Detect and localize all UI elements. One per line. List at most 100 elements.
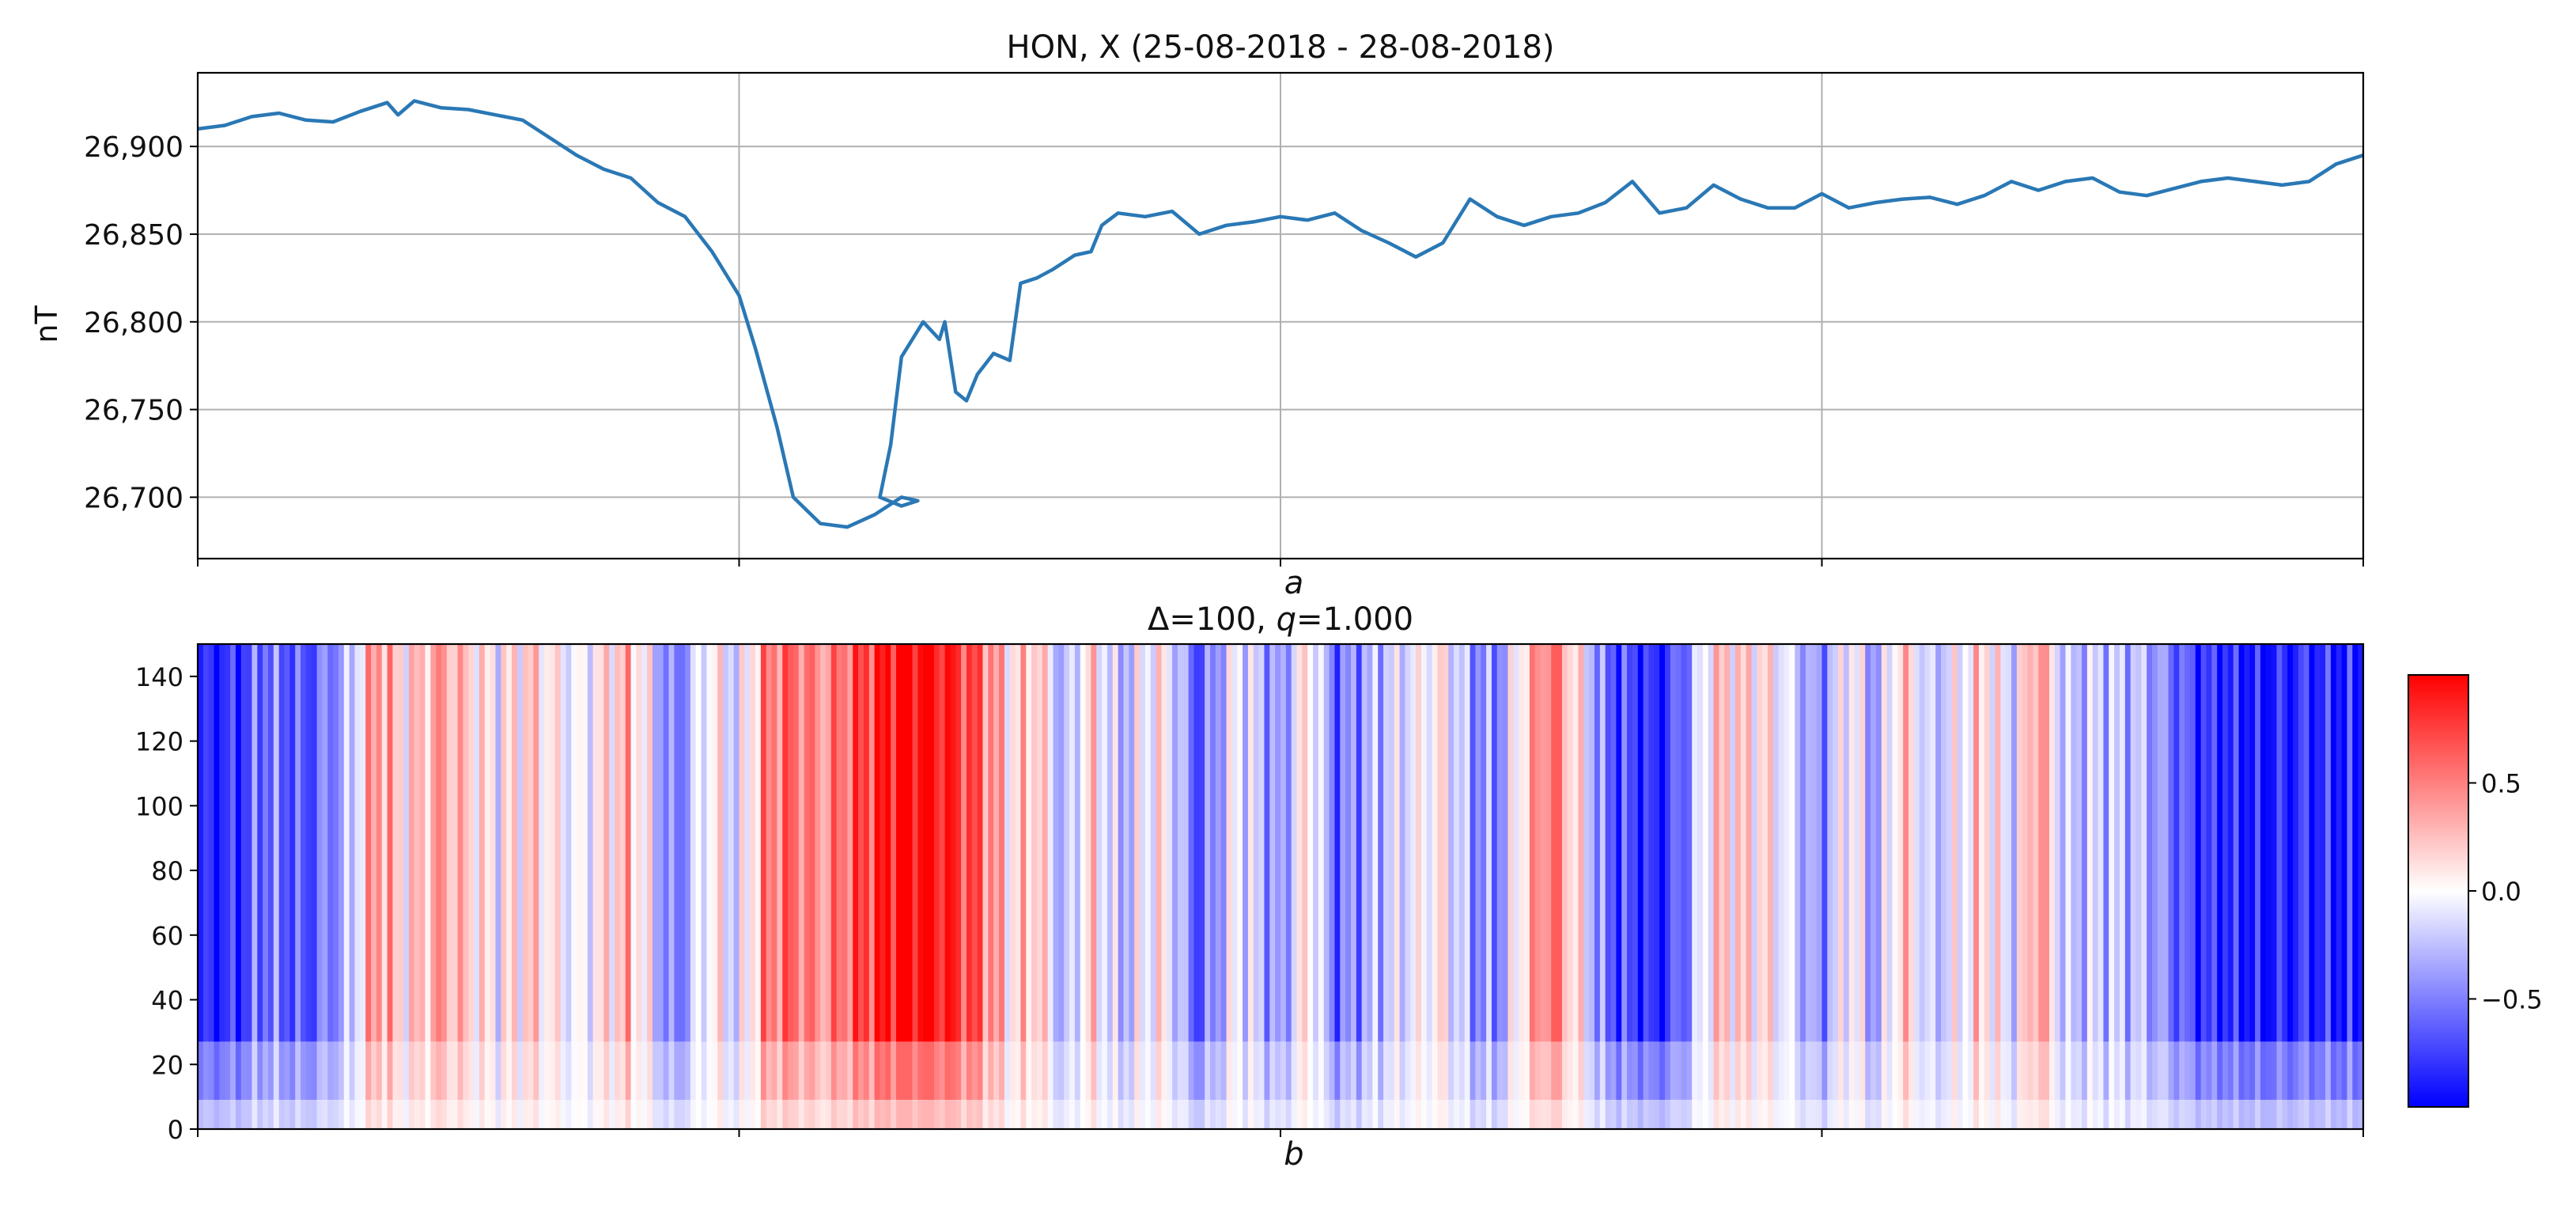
heatmap-column-lower <box>1589 1041 1595 1101</box>
heatmap-column <box>566 644 572 1042</box>
heatmap-column-lower <box>1426 1041 1433 1101</box>
heatmap-column-base <box>1491 1100 1498 1129</box>
panel-b-frame <box>196 642 2365 1131</box>
heatmap-column-base <box>879 1100 886 1129</box>
heatmap-column <box>267 644 274 1042</box>
heatmap-column-lower <box>1545 1041 1552 1101</box>
heatmap-column-lower <box>1481 1041 1487 1101</box>
heatmap-column <box>1118 644 1125 1042</box>
heatmap-column-base <box>1989 1100 1996 1129</box>
heatmap-column-lower <box>685 1041 691 1101</box>
heatmap-column <box>679 644 686 1042</box>
heatmap-column-lower <box>214 1041 220 1101</box>
heatmap-column-lower <box>2265 1041 2272 1101</box>
heatmap-column-base <box>906 1100 914 1129</box>
heatmap-column-lower <box>376 1041 383 1101</box>
heatmap-column <box>1205 644 1211 1042</box>
heatmap-column-base <box>1686 1100 1693 1129</box>
heatmap-column <box>2082 644 2088 1042</box>
heatmap-column <box>728 644 735 1042</box>
heatmap-column <box>2119 644 2126 1042</box>
heatmap-column-base <box>804 1100 811 1129</box>
heatmap-column-lower <box>2325 1041 2332 1101</box>
heatmap-column-base <box>452 1100 459 1129</box>
heatmap-column-lower <box>2309 1041 2315 1101</box>
heatmap-column-base <box>295 1100 301 1129</box>
panel-b-title: Δ=100, q=1.000 <box>1148 601 1413 638</box>
heatmap-column-lower <box>1416 1041 1422 1101</box>
heatmap-column <box>2276 644 2283 1042</box>
heatmap-column <box>1730 644 1736 1042</box>
heatmap-column-lower <box>1557 1041 1563 1101</box>
heatmap-column-base <box>252 1100 258 1129</box>
heatmap-column-base <box>668 1100 675 1129</box>
heatmap-column <box>316 644 323 1042</box>
heatmap-column-lower <box>1675 1041 1682 1101</box>
heatmap-column-base <box>750 1100 756 1129</box>
heatmap-column-lower <box>939 1041 946 1101</box>
heatmap-column <box>674 644 680 1042</box>
heatmap-column-lower <box>1605 1041 1612 1101</box>
heatmap-column-base <box>1930 1100 1936 1129</box>
heatmap-column <box>1334 644 1341 1042</box>
heatmap-column-base <box>577 1100 583 1129</box>
heatmap-column <box>933 644 940 1042</box>
heatmap-column-lower <box>1199 1041 1205 1101</box>
heatmap-column <box>474 644 480 1042</box>
heatmap-column-lower <box>2347 1041 2353 1101</box>
heatmap-column-lower <box>771 1041 778 1101</box>
heatmap-column-lower <box>2222 1041 2229 1101</box>
heatmap-column <box>1762 644 1768 1042</box>
heatmap-column <box>830 644 838 1042</box>
heatmap-column-lower <box>1854 1041 1861 1101</box>
heatmap-column <box>1026 644 1032 1042</box>
heatmap-column-lower <box>1188 1041 1195 1101</box>
heatmap-column-base <box>1367 1100 1373 1129</box>
heatmap-column <box>365 644 372 1042</box>
heatmap-column <box>327 644 334 1042</box>
heatmap-column <box>592 644 600 1042</box>
heatmap-column-base <box>1740 1100 1747 1129</box>
heatmap-column-lower <box>750 1041 756 1101</box>
heatmap-column-lower <box>1448 1041 1454 1101</box>
heatmap-column-base <box>1561 1100 1568 1129</box>
heatmap-column-base <box>403 1100 410 1129</box>
heatmap-column <box>1903 644 1909 1042</box>
heatmap-column-base <box>1583 1100 1590 1129</box>
heatmap-column-lower <box>1534 1041 1541 1101</box>
heatmap-column-base <box>2298 1100 2305 1129</box>
heatmap-column <box>1486 644 1492 1042</box>
heatmap-column-lower <box>1865 1041 1871 1101</box>
heatmap-column-base <box>1957 1100 1964 1129</box>
heatmap-column-base <box>1177 1100 1184 1129</box>
heatmap-column <box>1529 644 1536 1042</box>
heatmap-column-base <box>1697 1100 1704 1129</box>
heatmap-column-lower <box>1941 1041 1947 1101</box>
heatmap-column-lower <box>1210 1041 1216 1101</box>
heatmap-column-base <box>528 1100 534 1129</box>
heatmap-column-lower <box>1654 1041 1660 1101</box>
heatmap-column <box>2162 644 2169 1042</box>
heatmap-column-lower <box>1784 1041 1791 1101</box>
heatmap-column <box>1258 644 1265 1042</box>
heatmap-column <box>371 644 377 1042</box>
heatmap-column-lower <box>2206 1041 2212 1101</box>
heatmap-column-lower <box>425 1041 431 1101</box>
heatmap-column <box>944 644 951 1042</box>
heatmap-column <box>1458 644 1466 1042</box>
heatmap-column <box>549 644 556 1042</box>
heatmap-column-base <box>1340 1100 1346 1129</box>
heatmap-column <box>1616 644 1622 1042</box>
heatmap-column <box>630 644 637 1042</box>
heatmap-column-base <box>1129 1100 1135 1129</box>
heatmap-column-lower <box>2336 1041 2343 1101</box>
heatmap-column-base <box>2195 1100 2202 1129</box>
heatmap-column-base <box>1091 1100 1097 1129</box>
heatmap-column <box>2135 644 2142 1042</box>
heatmap-column <box>571 644 577 1042</box>
heatmap-column <box>1247 644 1254 1042</box>
heatmap-column <box>2189 644 2196 1042</box>
heatmap-column <box>2233 644 2240 1042</box>
heatmap-column-base <box>1275 1100 1281 1129</box>
heatmap-column <box>668 644 675 1042</box>
